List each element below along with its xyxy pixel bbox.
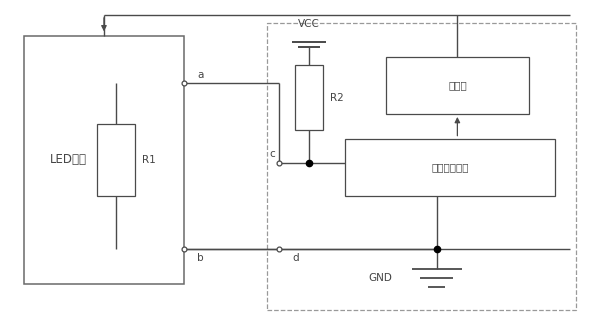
Text: R1: R1 xyxy=(142,155,156,165)
Bar xyxy=(97,124,135,196)
Bar xyxy=(345,139,555,196)
Bar xyxy=(295,65,323,130)
Text: R2: R2 xyxy=(330,93,343,103)
Text: LED模组: LED模组 xyxy=(50,153,87,166)
Text: d: d xyxy=(292,253,299,263)
Text: GND: GND xyxy=(368,273,392,283)
Text: a: a xyxy=(197,69,204,80)
Text: 控制器: 控制器 xyxy=(448,81,467,91)
Text: c: c xyxy=(270,149,275,159)
Text: VCC: VCC xyxy=(298,19,320,29)
Text: b: b xyxy=(197,253,204,263)
Bar xyxy=(267,23,576,310)
Text: 电压检测电路: 电压检测电路 xyxy=(431,162,469,172)
Bar xyxy=(24,36,184,284)
Bar xyxy=(386,57,529,114)
